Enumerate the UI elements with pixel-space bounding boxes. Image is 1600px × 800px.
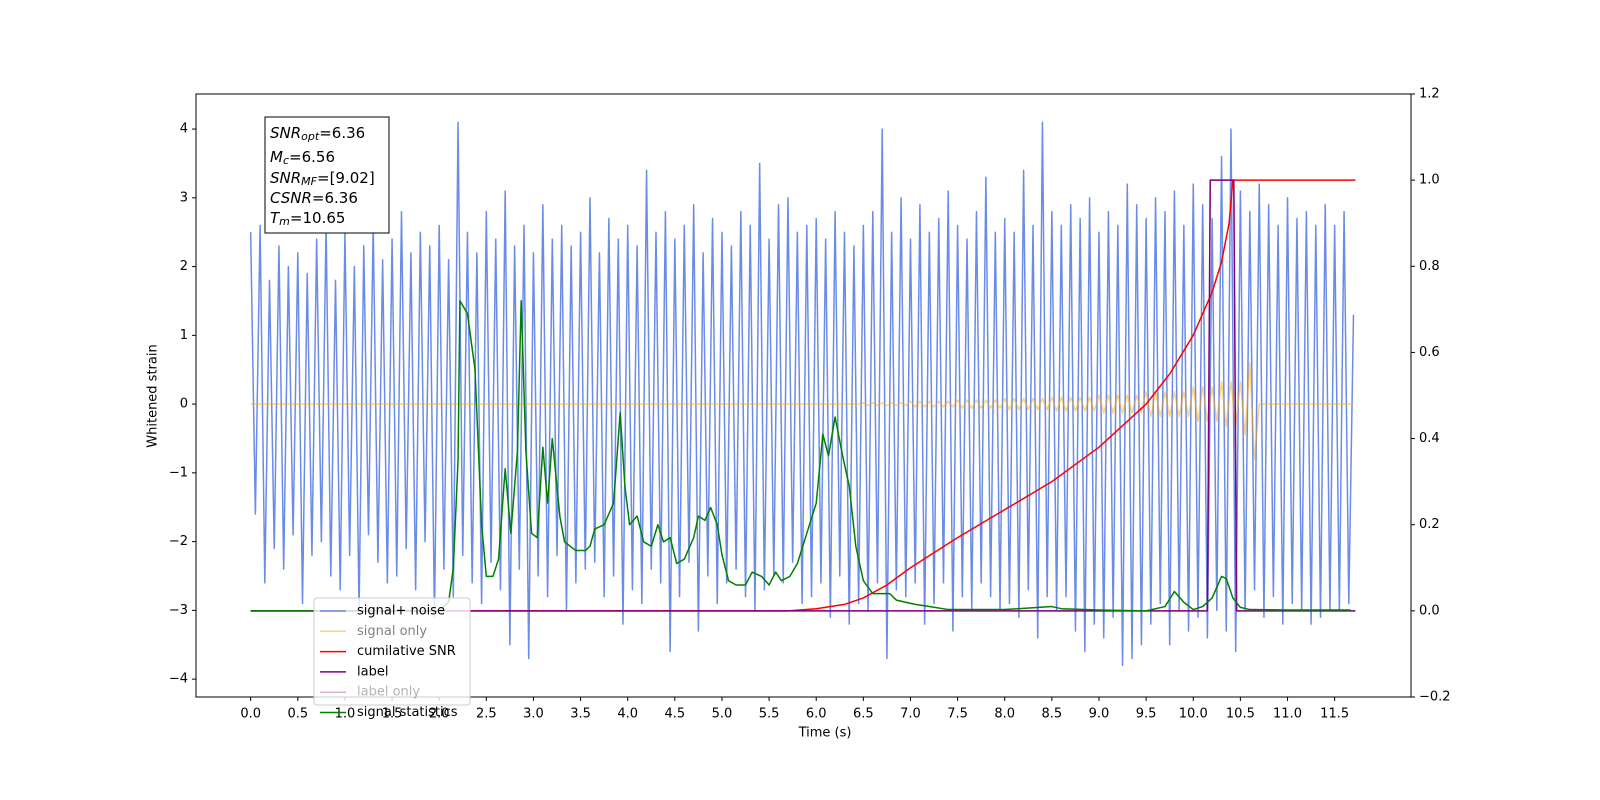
annotation-subscript: MF — [301, 175, 317, 188]
y-tick-label: −1 — [169, 465, 188, 480]
y2-tick-label: 1.0 — [1419, 173, 1440, 188]
annotation-subscript: c — [283, 154, 289, 167]
legend-label: cumilative SNR — [357, 644, 456, 659]
x-axis-label: Time (s) — [798, 726, 852, 741]
annotation-box: SNRopt=6.36Mc=6.56SNRMF=[9.02]CSNR=6.36T… — [264, 116, 390, 234]
annotation-symbol: SNR — [270, 169, 301, 187]
annotation-symbol: M — [270, 148, 283, 166]
x-tick-label: 2.5 — [476, 707, 497, 722]
series-line — [250, 362, 1354, 460]
annotation-symbol: SNR — [270, 124, 301, 142]
y2-tick-label: 0.0 — [1419, 603, 1440, 618]
y-tick-label: 4 — [180, 122, 188, 137]
annotation-line: Mc=6.56 — [270, 148, 335, 168]
legend-label: signal+ noise — [357, 604, 445, 619]
y-tick-label: −3 — [169, 603, 188, 618]
y-axis-label: Whitened strain — [146, 344, 161, 447]
y2-tick-label: 0.4 — [1419, 431, 1440, 446]
x-tick-label: 8.5 — [1042, 707, 1063, 722]
x-tick-label: 7.5 — [947, 707, 968, 722]
x-tick-label: 9.5 — [1136, 707, 1157, 722]
series-line — [250, 179, 1356, 612]
annotation-value: =[9.02] — [317, 169, 375, 187]
series-line — [250, 179, 1356, 612]
legend-label: signal statistics — [357, 705, 458, 720]
annotation-value: =6.36 — [319, 124, 365, 142]
y-tick-label: −4 — [169, 672, 188, 687]
x-tick-label: 8.0 — [994, 707, 1015, 722]
y2-tick-label: −0.2 — [1419, 690, 1451, 705]
annotation-value: =6.36 — [312, 189, 358, 207]
x-tick-label: 1.5 — [382, 707, 403, 722]
x-tick-label: 11.5 — [1320, 707, 1349, 722]
x-tick-label: 6.5 — [853, 707, 874, 722]
legend-label: signal only — [357, 624, 427, 639]
x-tick-label: 2.0 — [429, 707, 450, 722]
annotation-subscript: m — [279, 215, 290, 228]
legend-label: label only — [357, 685, 420, 700]
annotation-line: Tm=10.65 — [270, 209, 345, 229]
x-tick-label: 0.0 — [240, 707, 261, 722]
x-tick-label: 5.0 — [712, 707, 733, 722]
annotation-frame — [264, 116, 390, 234]
legend: signal+ noise signal only cumilative SNR la… — [313, 597, 471, 720]
y-tick-label: 1 — [180, 328, 188, 343]
y2-tick-label: 0.2 — [1419, 517, 1440, 532]
annotation-line: SNRMF=[9.02] — [270, 169, 375, 189]
x-tick-label: 1.0 — [335, 707, 356, 722]
x-tick-label: 4.5 — [664, 707, 685, 722]
annotation-line: SNRopt=6.36 — [270, 124, 365, 144]
x-tick-label: 10.0 — [1179, 707, 1208, 722]
legend-frame — [313, 597, 471, 706]
y2-tick-label: 0.6 — [1419, 345, 1440, 360]
series-line — [250, 299, 1351, 612]
x-tick-label: 3.5 — [570, 707, 591, 722]
x-tick-label: 0.5 — [287, 707, 308, 722]
y2-tick-label: 0.8 — [1419, 259, 1440, 274]
annotation-value: =6.56 — [289, 148, 335, 166]
y-tick-label: 0 — [180, 397, 188, 412]
plot-frame — [195, 93, 1412, 698]
x-tick-label: 3.0 — [523, 707, 544, 722]
y-tick-label: 2 — [180, 259, 188, 274]
annotation-line: CSNR=6.36 — [270, 189, 358, 207]
y2-tick-label: 1.2 — [1419, 87, 1440, 102]
x-tick-label: 6.0 — [806, 707, 827, 722]
legend-label: label — [357, 664, 388, 679]
annotation-symbol: T — [270, 209, 281, 227]
x-tick-label: 9.0 — [1089, 707, 1110, 722]
annotation-subscript: opt — [301, 130, 320, 143]
x-tick-label: 5.5 — [759, 707, 780, 722]
x-tick-label: 7.0 — [900, 707, 921, 722]
x-tick-label: 11.0 — [1273, 707, 1302, 722]
y-tick-label: −2 — [169, 534, 188, 549]
x-tick-label: 10.5 — [1226, 707, 1255, 722]
annotation-symbol: CSNR — [270, 189, 312, 207]
x-tick-label: 4.0 — [617, 707, 638, 722]
series-line — [250, 179, 1356, 612]
y-tick-label: 3 — [180, 190, 188, 205]
annotation-value: =10.65 — [290, 209, 346, 227]
series-line — [249, 121, 1355, 667]
